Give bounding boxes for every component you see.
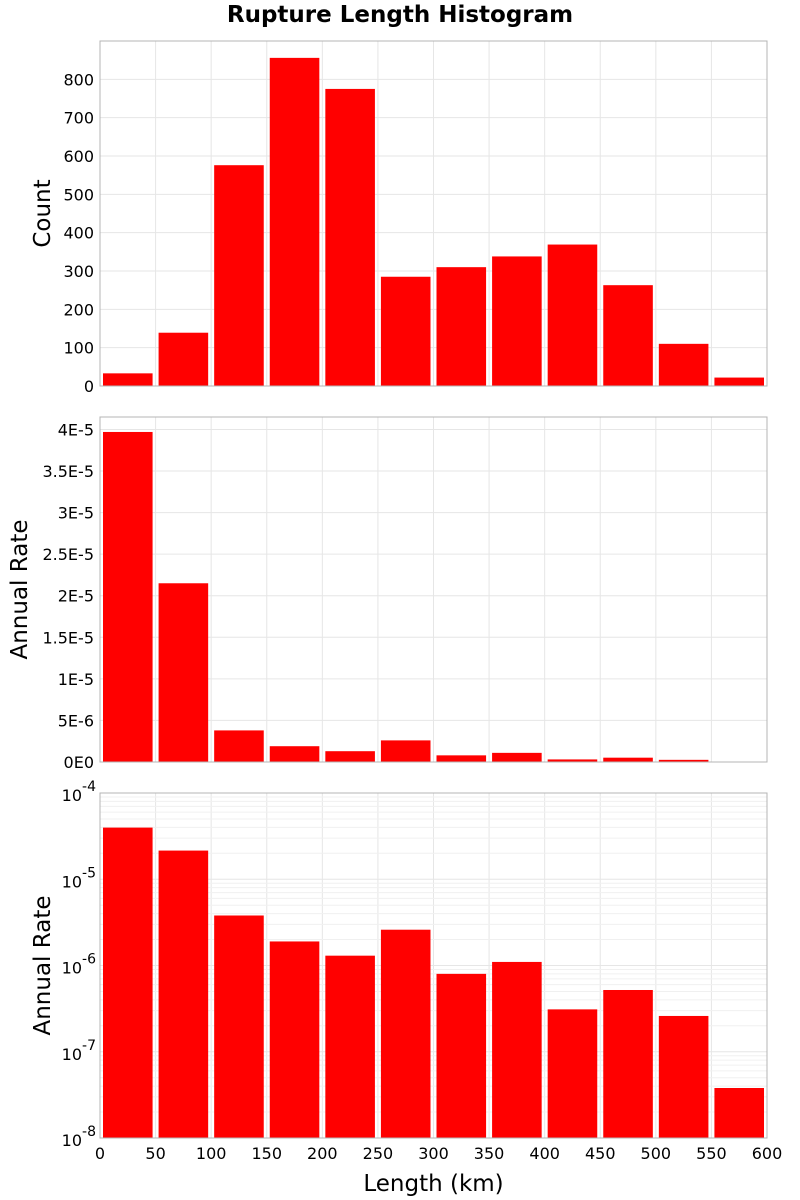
bar bbox=[103, 827, 153, 1138]
bar bbox=[658, 343, 709, 386]
y-tick-label: 10-8 bbox=[62, 1124, 96, 1150]
y-tick-label: 500 bbox=[63, 185, 94, 204]
bar bbox=[492, 961, 542, 1138]
bar bbox=[603, 989, 653, 1138]
chart-title: Rupture Length Histogram bbox=[226, 2, 574, 28]
bar bbox=[380, 929, 431, 1138]
y-tick-label: 10-7 bbox=[62, 1038, 96, 1064]
y-tick-label: 0 bbox=[84, 377, 94, 396]
bar bbox=[214, 915, 264, 1138]
y-tick-label: 100 bbox=[63, 339, 94, 358]
x-tick-label: 350 bbox=[474, 1144, 505, 1163]
y-tick-label: 5E-6 bbox=[58, 711, 94, 730]
bar bbox=[492, 256, 542, 386]
panel-3: 10-8 10-7 10-6 10-5 10-4 Annual Rate 0 50 100 150… bbox=[30, 779, 782, 1197]
plot-frame bbox=[99, 416, 768, 763]
y-axis-title: Annual Rate bbox=[30, 896, 56, 1036]
bar bbox=[658, 759, 709, 762]
bar bbox=[492, 752, 542, 762]
bar bbox=[269, 57, 320, 386]
x-tick-label: 0 bbox=[95, 1144, 105, 1163]
x-tick-label: 200 bbox=[307, 1144, 338, 1163]
bar bbox=[214, 165, 264, 386]
bar bbox=[158, 850, 209, 1138]
y-axis-title: Count bbox=[30, 179, 56, 247]
bar bbox=[714, 377, 764, 386]
y-tick-label: 200 bbox=[63, 300, 94, 319]
x-tick-label: 50 bbox=[145, 1144, 165, 1163]
bar bbox=[325, 751, 375, 762]
x-axis-title: Length (km) bbox=[363, 1171, 503, 1197]
bar bbox=[547, 759, 598, 762]
bar bbox=[436, 267, 487, 386]
bar bbox=[214, 730, 264, 762]
y-tick-label: 400 bbox=[63, 224, 94, 243]
x-tick-label: 550 bbox=[696, 1144, 727, 1163]
x-tick-label: 600 bbox=[752, 1144, 783, 1163]
bar bbox=[380, 276, 431, 386]
y-tick-label: 10-4 bbox=[62, 779, 96, 805]
y-tick-label: 1.5E-5 bbox=[42, 628, 94, 647]
y-tick-label: 4E-5 bbox=[58, 420, 94, 439]
bar bbox=[103, 373, 153, 386]
bar bbox=[158, 332, 209, 386]
x-tick-label: 300 bbox=[418, 1144, 449, 1163]
bar bbox=[325, 955, 375, 1138]
bar bbox=[658, 1015, 709, 1138]
x-tick-label: 250 bbox=[363, 1144, 394, 1163]
panel-1: 0 100 200 300 400 500 600 700 800 Count bbox=[30, 40, 768, 396]
y-tick-label: 2E-5 bbox=[58, 587, 94, 606]
y-tick-label: 10-6 bbox=[62, 952, 96, 978]
y-tick-label: 3.5E-5 bbox=[42, 462, 94, 481]
bar bbox=[325, 88, 375, 387]
bar bbox=[380, 740, 431, 762]
bar bbox=[547, 1009, 598, 1138]
x-tick-label: 100 bbox=[196, 1144, 227, 1163]
x-tick-label: 400 bbox=[529, 1144, 560, 1163]
plot-frame bbox=[99, 40, 768, 387]
bar bbox=[436, 755, 487, 762]
panel-2: 0E0 5E-6 1E-5 1.5E-5 2E-5 2.5E-5 3E-5 3.5E-5 4E-… bbox=[7, 416, 768, 772]
x-tick-label: 150 bbox=[251, 1144, 282, 1163]
bar bbox=[714, 1087, 764, 1138]
bar bbox=[547, 244, 598, 386]
y-tick-label: 300 bbox=[63, 262, 94, 281]
bar bbox=[436, 973, 487, 1138]
y-tick-label: 700 bbox=[63, 109, 94, 128]
bar bbox=[103, 431, 153, 762]
y-axis-title: Annual Rate bbox=[7, 520, 33, 660]
bar bbox=[269, 941, 320, 1138]
x-tick-label: 450 bbox=[585, 1144, 616, 1163]
bar bbox=[158, 583, 209, 762]
y-tick-label: 2.5E-5 bbox=[42, 545, 94, 564]
x-tick-label: 500 bbox=[641, 1144, 672, 1163]
bar bbox=[603, 757, 653, 762]
y-tick-label: 600 bbox=[63, 147, 94, 166]
y-tick-label: 10-5 bbox=[62, 865, 96, 891]
bar bbox=[269, 746, 320, 762]
y-tick-label: 800 bbox=[63, 70, 94, 89]
bar bbox=[603, 285, 653, 386]
plot-frame bbox=[99, 792, 768, 1139]
y-tick-label: 0E0 bbox=[64, 753, 94, 772]
y-tick-label: 3E-5 bbox=[58, 504, 94, 523]
y-tick-label: 1E-5 bbox=[58, 670, 94, 689]
